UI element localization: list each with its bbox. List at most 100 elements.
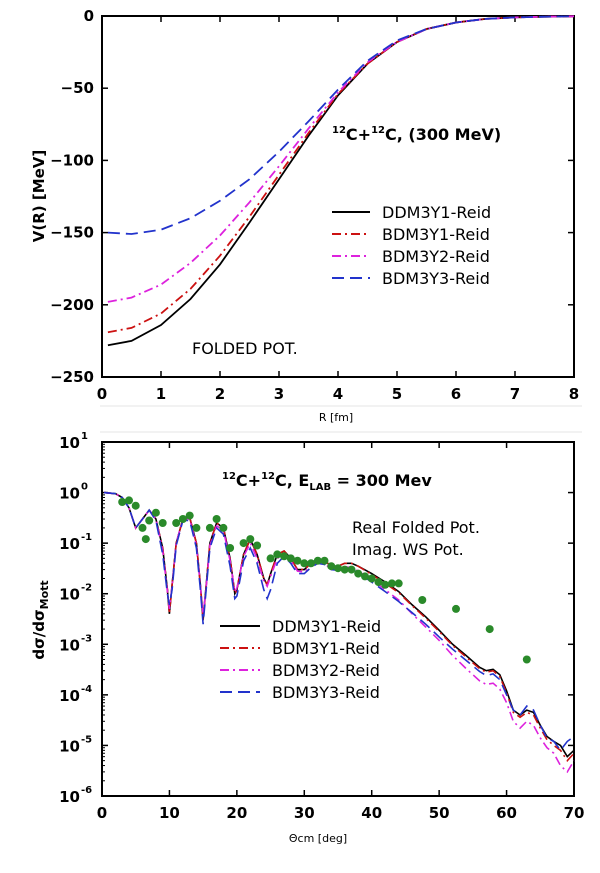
experimental-data-point — [313, 556, 322, 565]
top-x-tick-label: 8 — [569, 385, 579, 403]
bottom-x-tick-label: 10 — [159, 804, 180, 822]
bottom-x-tick-label: 0 — [97, 804, 107, 822]
experimental-data-point — [172, 519, 181, 527]
experimental-data-point — [387, 579, 396, 588]
bottom-series-line-bdm3y2-reid — [103, 491, 575, 774]
bottom-y-tick-exponent: -2 — [81, 583, 92, 594]
experimental-data-point — [347, 565, 356, 574]
experimental-data-point — [205, 523, 214, 532]
top-y-tick-label: −100 — [50, 151, 94, 169]
experimental-data-point — [118, 498, 127, 506]
experimental-data-point — [141, 535, 150, 544]
bottom-legend-label: BDM3Y1-Reid — [272, 639, 380, 658]
top-x-tick-label: 1 — [156, 385, 166, 403]
experimental-data-point — [192, 523, 201, 532]
experimental-data-point — [367, 574, 376, 583]
top-series-line-bdm3y3-reid — [107, 15, 575, 235]
bottom-y-tick-label: 10 — [59, 788, 80, 806]
experimental-data-point — [394, 579, 403, 588]
experimental-data-point — [212, 515, 221, 523]
experimental-data-point — [300, 559, 309, 568]
bottom-y-tick-label: 10 — [59, 737, 80, 755]
experimental-data-point — [219, 523, 228, 532]
experimental-data-point — [226, 544, 235, 552]
top-series-line-bdm3y2-reid — [107, 15, 575, 303]
bottom-y-tick-exponent: -1 — [81, 532, 92, 543]
experimental-data-point — [522, 655, 531, 664]
top-x-tick-label: 6 — [451, 385, 461, 403]
top-axis-ticks: 0 1 2 3 4 5 6 7 8 0 −50 −100 −150 −200 −250 — [50, 7, 579, 403]
experimental-data-point — [381, 580, 390, 589]
bottom-series-line-bdm3y1-reid — [103, 491, 575, 763]
top-x-tick-label: 3 — [274, 385, 284, 403]
top-y-tick-label: −200 — [50, 296, 94, 314]
experimental-data-point — [354, 569, 363, 578]
top-x-tick-label: 4 — [333, 385, 343, 403]
top-series-line-ddm3y1-reid — [107, 15, 575, 347]
bottom-x-tick-label: 50 — [429, 804, 450, 822]
bottom-annotation: 12C+12C, ELAB = 300 Mev — [222, 471, 432, 493]
bottom-y-tick-exponent: 1 — [81, 431, 88, 442]
bottom-plot-frame — [101, 441, 575, 797]
bottom-y-tick-exponent: -3 — [81, 633, 92, 644]
top-x-tick-label: 7 — [510, 385, 520, 403]
bottom-y-tick-exponent: 0 — [81, 482, 88, 493]
top-legend: DDM3Y1-Reid BDM3Y1-Reid BDM3Y2-Reid BDM3Y3-… — [332, 203, 491, 288]
bottom-note-line-2: Imag. WS Pot. — [352, 540, 464, 559]
experimental-data-point — [266, 554, 275, 563]
top-legend-label: BDM3Y2-Reid — [382, 247, 490, 266]
top-x-axis-label: R [fm] — [319, 411, 353, 424]
bottom-y-tick-label: 10 — [59, 586, 80, 604]
experimental-data-point — [246, 535, 255, 544]
bottom-y-tick-exponent: -5 — [81, 734, 92, 745]
experimental-data-point — [327, 562, 336, 571]
bottom-x-tick-label: 70 — [564, 804, 585, 822]
experimental-data-point — [374, 578, 383, 587]
experimental-data-point — [178, 515, 187, 523]
bottom-y-tick-label: 10 — [59, 535, 80, 553]
potential-chart: 0 1 2 3 4 5 6 7 8 0 −50 −100 −150 −200 −250 12C+12C, (… — [30, 7, 579, 424]
top-legend-label: DDM3Y1-Reid — [382, 203, 491, 222]
experimental-data-point — [280, 552, 289, 561]
experimental-data-point — [293, 556, 302, 565]
experimental-data-point — [418, 596, 427, 604]
experimental-data-point — [125, 496, 133, 505]
top-plot-frame — [101, 15, 575, 378]
top-legend-label: BDM3Y3-Reid — [382, 269, 490, 288]
top-y-axis-label: V(R) [MeV] — [30, 150, 48, 243]
bottom-y-tick-label: 10 — [59, 434, 80, 452]
bottom-y-tick-label: 10 — [59, 485, 80, 503]
bottom-x-tick-label: 60 — [496, 804, 517, 822]
bottom-x-axis-label: Θcm [deg] — [289, 832, 347, 845]
bottom-legend-label: DDM3Y1-Reid — [272, 617, 381, 636]
experimental-data-point — [138, 523, 147, 532]
experimental-data-point — [361, 572, 369, 581]
top-x-tick-label: 2 — [215, 385, 225, 403]
experimental-data-point — [320, 556, 329, 565]
bottom-x-tick-label: 30 — [294, 804, 315, 822]
top-annotation: 12C+12C, (300 MeV) — [332, 125, 501, 144]
bottom-y-tick-exponent: -4 — [81, 684, 92, 695]
top-y-tick-label: −150 — [50, 224, 94, 242]
bottom-series-line-bdm3y3-reid — [103, 491, 575, 752]
experimental-data-point — [286, 554, 295, 563]
top-note: FOLDED POT. — [192, 339, 298, 358]
experimental-data-point — [307, 559, 315, 568]
top-legend-label: BDM3Y1-Reid — [382, 225, 490, 244]
experimental-data-point — [340, 565, 349, 574]
bottom-y-tick-label: 10 — [59, 687, 80, 705]
experimental-data-point — [334, 564, 342, 573]
bottom-legend: DDM3Y1-Reid BDM3Y1-Reid BDM3Y2-Reid BDM3Y3-… — [220, 617, 381, 702]
bottom-note-line-1: Real Folded Pot. — [352, 518, 480, 537]
experimental-data-point — [485, 625, 494, 634]
experimental-data-point — [239, 539, 248, 548]
top-y-tick-label: 0 — [84, 7, 94, 25]
top-series-line-bdm3y1-reid — [107, 15, 575, 334]
bottom-x-tick-label: 40 — [361, 804, 382, 822]
experimental-data-point — [158, 519, 167, 527]
experimental-data-point — [253, 541, 262, 550]
bottom-y-tick-exponent: -6 — [81, 785, 92, 796]
experimental-data-point — [185, 511, 194, 520]
